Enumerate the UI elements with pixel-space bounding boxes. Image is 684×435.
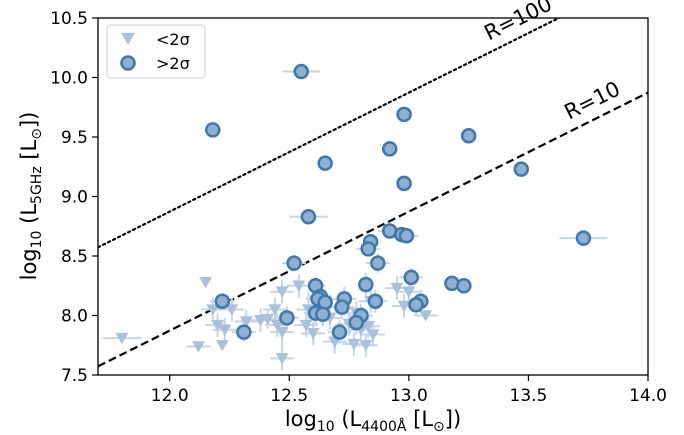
- upper-limit-point: [218, 324, 232, 336]
- upper-limit-point: [270, 319, 284, 332]
- detection-point: [331, 324, 348, 340]
- detection-markers: [205, 63, 592, 340]
- detection-point: [513, 161, 530, 177]
- detection-point: [396, 106, 412, 123]
- detection-point: [396, 175, 412, 192]
- upper-limit-point: [275, 326, 289, 339]
- detection-point: [456, 278, 472, 294]
- x-tick-label: 13.0: [390, 386, 428, 406]
- upper-limit-point: [419, 310, 433, 322]
- detection-point: [286, 255, 302, 271]
- upper-limit-point: [390, 282, 404, 295]
- upper-limit-point: [225, 304, 239, 316]
- detection-point: [214, 293, 231, 309]
- upper-limit-point: [206, 304, 220, 316]
- upper-limit-point: [268, 304, 282, 316]
- legend: <2σ >2σ: [106, 24, 206, 79]
- y-tick-label: 9.0: [61, 188, 88, 208]
- upper-limit-point: [347, 338, 361, 351]
- y-tick-label: 10.5: [50, 9, 88, 29]
- ref-label-r10: R=10: [561, 77, 624, 125]
- upper-limit-point: [275, 286, 289, 298]
- upper-limit-point: [366, 329, 380, 341]
- upper-limit-point: [359, 340, 373, 352]
- x-axis-label: log10 (L4400Å [L⊙]): [285, 407, 461, 435]
- y-tick-label: 8.5: [61, 247, 88, 267]
- y-tick-label: 7.5: [61, 366, 88, 386]
- upper-limit-point: [306, 328, 320, 340]
- detection-point: [315, 306, 331, 323]
- detection-point: [403, 269, 420, 286]
- upper-limit-point: [292, 280, 306, 292]
- x-tick-label: 12.5: [270, 386, 308, 406]
- legend-label-upper-limit: <2σ: [156, 30, 190, 49]
- detection-point: [334, 299, 350, 315]
- ref-line-r100: [98, 18, 562, 249]
- detection-point: [398, 228, 415, 244]
- axis-ticks: 12.0 12.5 13.0 13.5 14.0 7.5 8.0 8.5 9.0 9.5 10.0 1…: [50, 9, 667, 406]
- upper-limit-point: [239, 316, 253, 328]
- upper-limit-point: [402, 286, 416, 298]
- detection-point: [279, 310, 295, 326]
- upper-limit-point: [211, 319, 225, 332]
- y-axis-label: log10 (L5GHz [L⊙]): [17, 112, 45, 281]
- upper-limit-point: [199, 276, 213, 289]
- legend-circle-icon: [120, 55, 136, 71]
- upper-limit-point: [115, 332, 129, 345]
- legend-label-detection: >2σ: [156, 54, 190, 73]
- upper-limit-point: [299, 319, 313, 332]
- upper-limit-point: [397, 300, 411, 313]
- reference-lines: [98, 18, 648, 368]
- detection-point: [236, 324, 252, 340]
- detection-point: [300, 208, 317, 225]
- x-tick-label: 13.5: [510, 386, 548, 406]
- upper-limit-point: [275, 353, 289, 365]
- detection-point: [381, 141, 398, 157]
- y-tick-label: 8.0: [61, 307, 88, 327]
- detection-point: [317, 155, 333, 171]
- detection-point: [367, 293, 384, 309]
- ref-line-r10: [98, 91, 648, 368]
- detection-point: [293, 63, 310, 80]
- upper-limit-point: [361, 321, 375, 333]
- ref-label-r100: R=100: [480, 0, 555, 45]
- detection-point: [348, 314, 365, 331]
- detection-point: [370, 255, 386, 271]
- detection-point: [360, 241, 376, 257]
- upper-limit-point: [191, 341, 205, 353]
- detection-point: [460, 128, 477, 144]
- upper-limit-point: [261, 313, 275, 326]
- upper-limit-markers: [115, 276, 433, 365]
- x-tick-label: 14.0: [629, 386, 667, 406]
- y-tick-label: 10.0: [50, 69, 88, 89]
- detection-point: [575, 230, 592, 246]
- y-tick-label: 9.5: [61, 128, 88, 148]
- detection-point: [358, 276, 374, 293]
- x-tick-label: 12.0: [151, 386, 189, 406]
- legend-triangle-icon: [121, 33, 135, 45]
- upper-limit-point: [215, 340, 229, 352]
- detection-point: [408, 297, 424, 313]
- detection-point: [205, 122, 221, 138]
